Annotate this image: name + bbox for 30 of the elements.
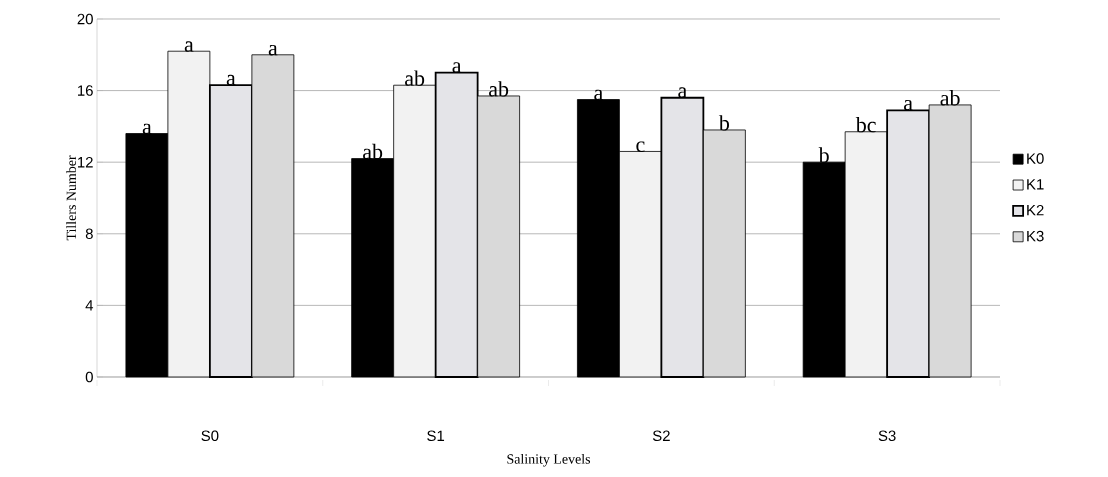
y-tick-label: 8 bbox=[85, 228, 93, 240]
x-tick-label: S0 bbox=[201, 430, 219, 442]
data-label: b bbox=[718, 115, 730, 131]
y-tick-label: 0 bbox=[85, 371, 93, 383]
data-label: b bbox=[818, 147, 829, 163]
data-label: ab bbox=[940, 90, 960, 106]
legend-label: K0 bbox=[1027, 153, 1044, 164]
y-tick-label: 16 bbox=[78, 85, 93, 96]
data-label: a bbox=[904, 99, 913, 111]
y-tick-label: 12 bbox=[78, 156, 93, 168]
legend-label: K2 bbox=[1027, 204, 1044, 216]
data-label: a bbox=[226, 74, 236, 86]
data-label: bc bbox=[855, 116, 876, 133]
x-tick-label: S2 bbox=[652, 430, 670, 442]
data-label: ab bbox=[363, 143, 383, 160]
data-label: a bbox=[268, 44, 278, 56]
legend-label: K1 bbox=[1027, 179, 1044, 190]
y-tick-label: 20 bbox=[77, 13, 93, 25]
data-label: ab bbox=[405, 70, 425, 86]
data-label: a bbox=[594, 89, 603, 101]
data-label: a bbox=[184, 41, 194, 52]
x-axis-title: Salinity Levels bbox=[507, 453, 591, 467]
legend-label: K3 bbox=[1027, 230, 1044, 242]
x-tick-label: S1 bbox=[427, 430, 445, 442]
data-label: a bbox=[142, 123, 152, 135]
data-label: ab bbox=[489, 81, 509, 97]
y-axis-title: Tillers Number bbox=[66, 155, 77, 241]
x-tick-label: S3 bbox=[878, 430, 896, 442]
data-label: c bbox=[636, 141, 645, 153]
y-tick-label: 4 bbox=[85, 300, 94, 311]
